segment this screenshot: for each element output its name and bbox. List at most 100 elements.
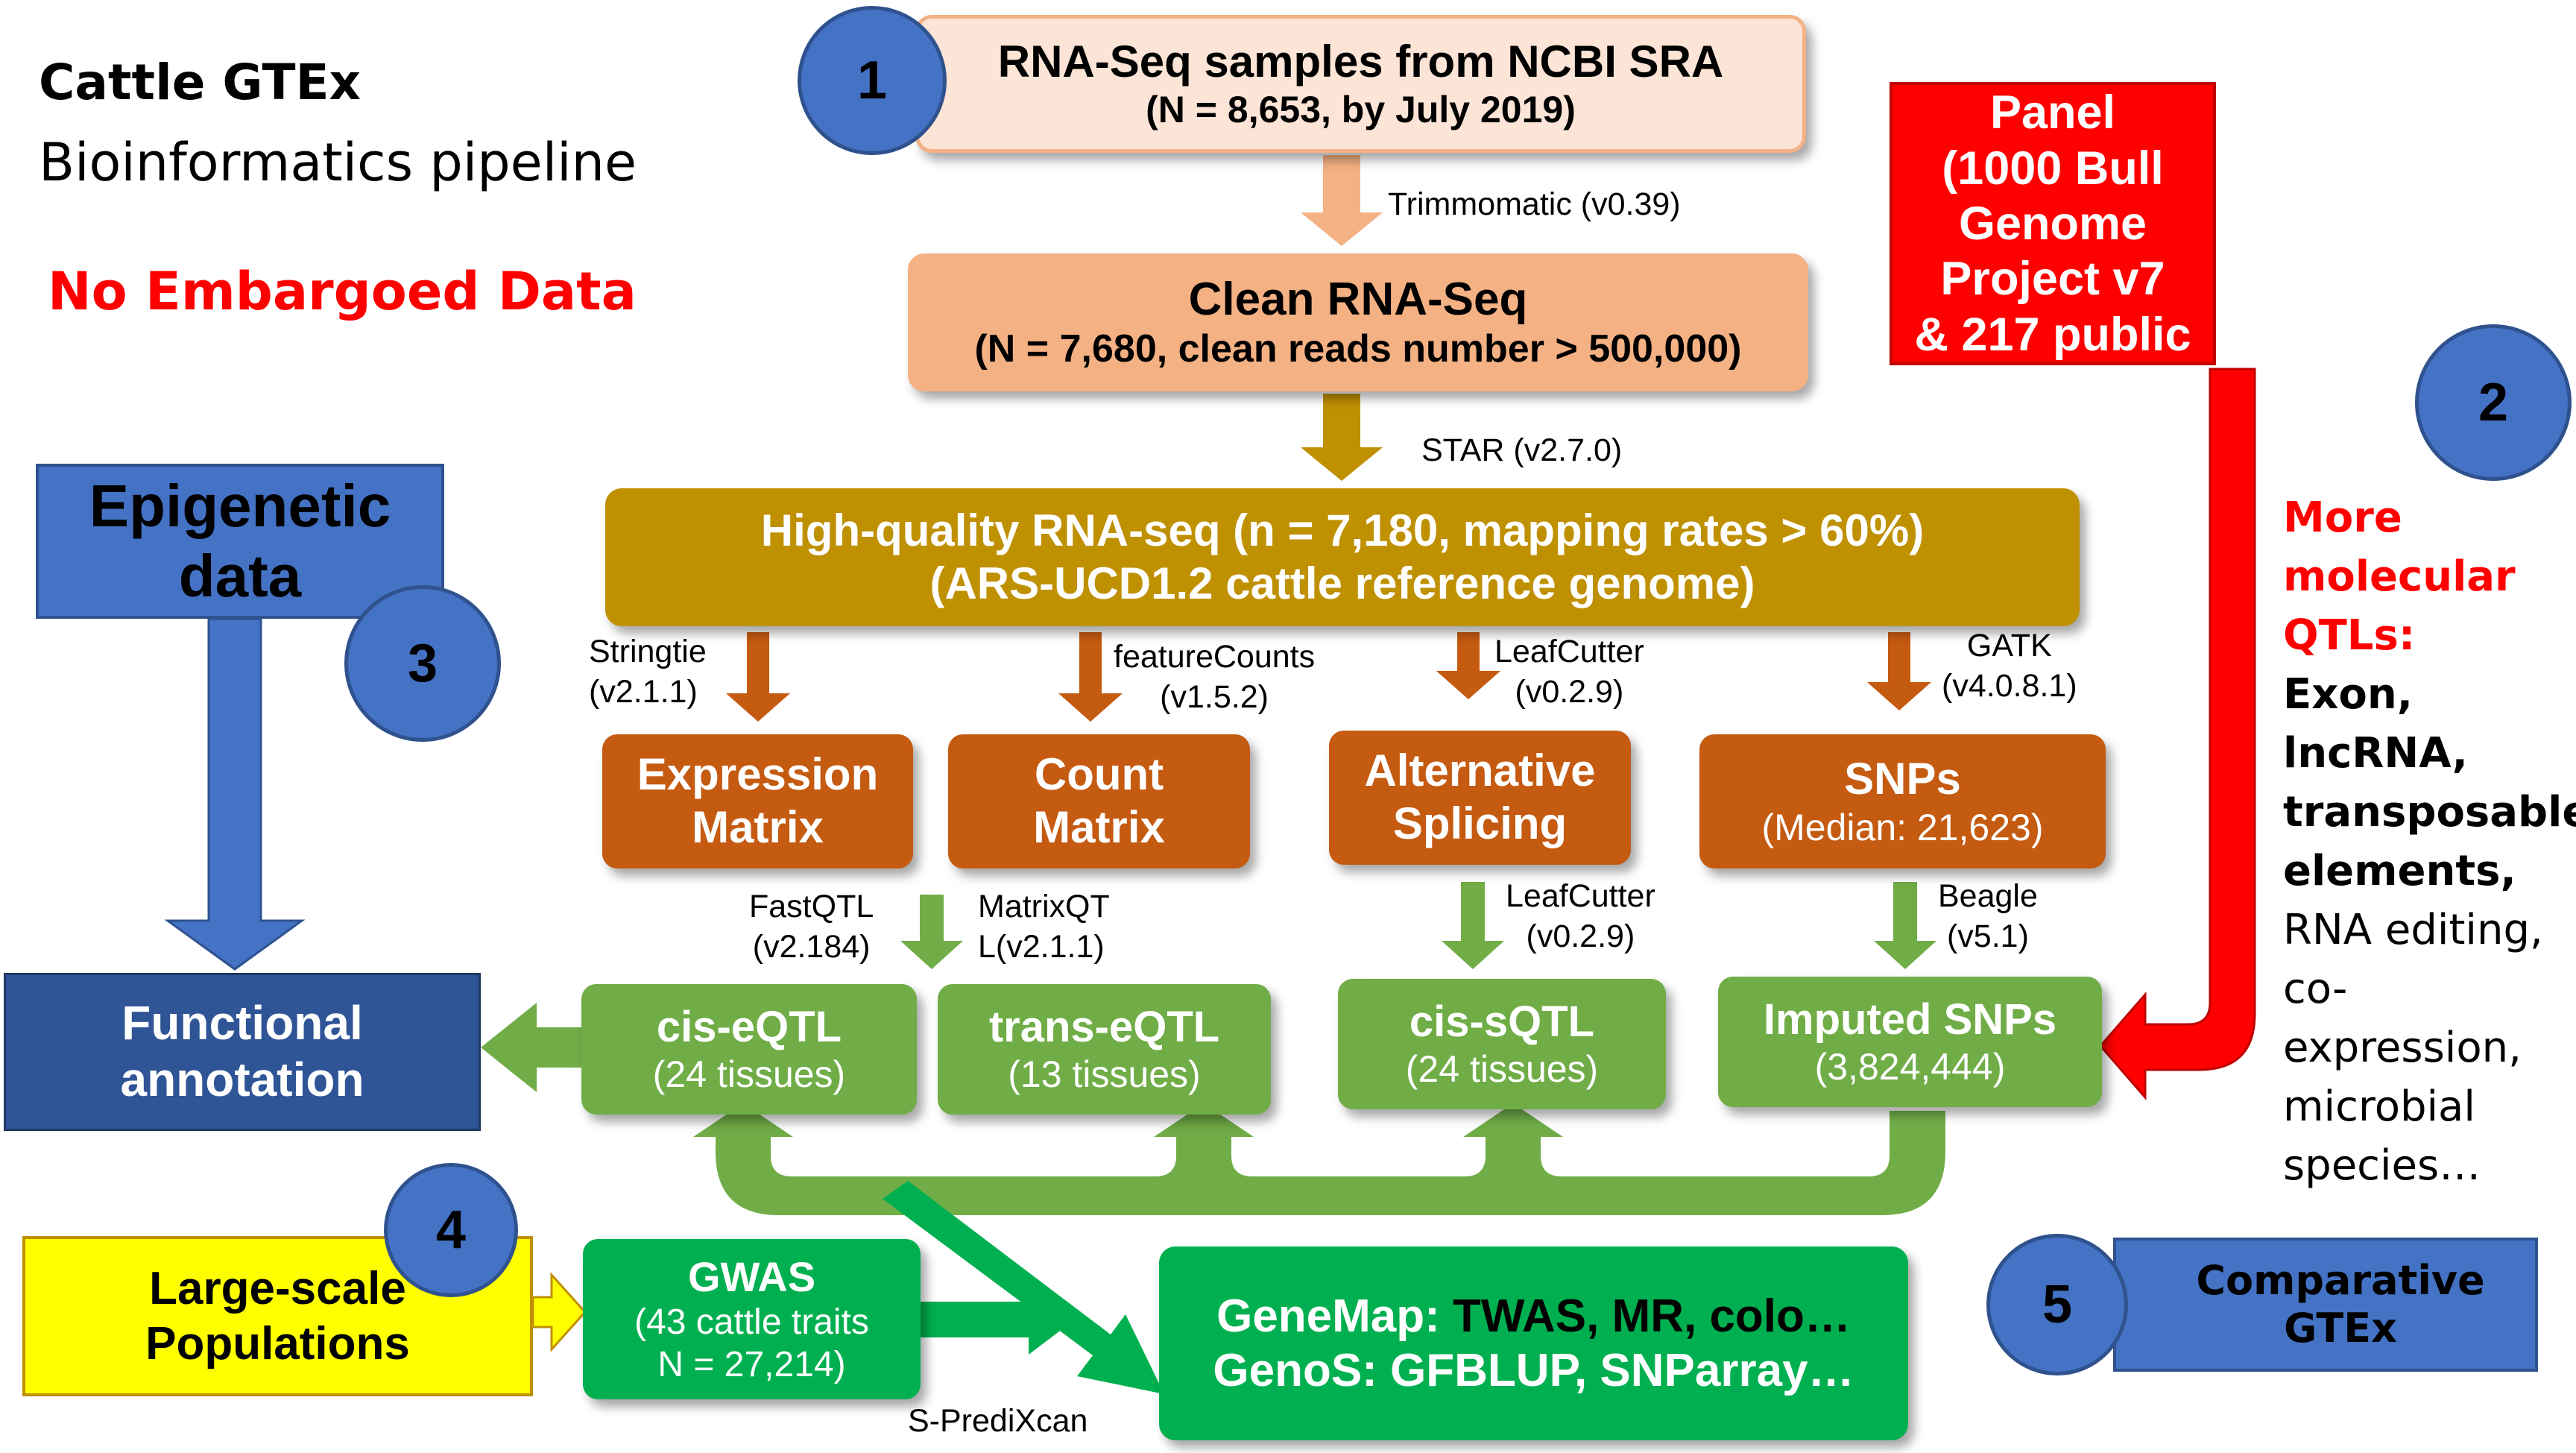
gwas-n: N = 27,214) [657, 1344, 846, 1384]
arrow-reference-panel [2099, 368, 2256, 1101]
rnaseq-samples-count: (N = 8,653, by July 2019) [1146, 89, 1576, 131]
arrow-beagle [1874, 882, 1936, 969]
functional-annotation-box: Functional annotation [4, 973, 481, 1131]
arrow-gatk [1867, 632, 1931, 710]
genemap-prefix: GeneMap: [1216, 1290, 1453, 1342]
cis-sqtl-box: cis-sQTL (24 tissues) [1338, 979, 1666, 1109]
leafcutter2-name: LeafCutter [1506, 878, 1655, 914]
fastqtl-label: FastQTL (v2.184) [749, 887, 874, 968]
splicing-line2: Splicing [1392, 798, 1568, 848]
trans-eqtl-tissues: (13 tissues) [1008, 1053, 1201, 1096]
more-qtls-line1: RNA editing, [2283, 906, 2543, 954]
epigenetic-line2: data [178, 543, 302, 609]
matrixqtl-name: MatrixQT [978, 889, 1110, 924]
arrow-leafcutter2 [1442, 882, 1504, 969]
cis-sqtl-title: cis-sQTL [1409, 997, 1595, 1046]
leafcutter2-version: (v0.2.9) [1526, 918, 1635, 954]
more-qtls-bold3: elements, [2283, 847, 2516, 895]
more-qtls-bold1: Exon, lncRNA, [2283, 670, 2468, 778]
stringtie-label: Stringtie (v2.1.1) [589, 632, 707, 713]
leafcutter1-version: (v0.2.9) [1515, 673, 1624, 710]
large-scale-line2: Populations [145, 1317, 410, 1370]
step-3-badge: 3 [344, 585, 501, 742]
gwas-title: GWAS [687, 1252, 816, 1300]
more-qtls-heading2: molecular [2283, 552, 2516, 601]
featurecounts-version: (v1.5.2) [1160, 678, 1269, 715]
comparative-gtex-box: Comparative GTEx [2113, 1238, 2538, 1372]
more-qtls-line3: expression, [2283, 1024, 2522, 1072]
reference-panel-line1: Reference Panel [1939, 31, 2167, 139]
arrow-gwas-genemap [921, 1285, 1075, 1355]
arrow-largescale [531, 1272, 587, 1352]
reference-panel-line4: & 217 public WGS) [1914, 308, 2191, 416]
star-label: STAR (v2.7.0) [1421, 432, 1623, 468]
imputed-snps-box: Imputed SNPs (3,824,444) [1718, 977, 2102, 1107]
matrixqtl-label: MatrixQT L(v2.1.1) [978, 887, 1110, 968]
fastqtl-name: FastQTL [749, 889, 874, 924]
cis-eqtl-title: cis-eQTL [656, 1002, 842, 1051]
more-qtls-line4: microbial [2283, 1082, 2475, 1131]
more-qtls-bold2: transposable [2283, 788, 2576, 836]
clean-rnaseq-box: Clean RNA-Seq (N = 7,680, clean reads nu… [908, 253, 1808, 391]
matrixqtl-version: L(v2.1.1) [978, 928, 1105, 965]
rnaseq-samples-box: RNA-Seq samples from NCBI SRA (N = 8,653… [915, 15, 1806, 153]
high-quality-reference: (ARS-UCD1.2 cattle reference genome) [929, 558, 1755, 608]
high-quality-rnaseq-box: High-quality RNA-seq (n = 7,180, mapping… [605, 488, 2080, 626]
more-qtls-line5: species… [2283, 1141, 2481, 1190]
imputed-snps-title: Imputed SNPs [1763, 995, 2057, 1044]
snps-line2: (Median: 21,623) [1761, 806, 2044, 848]
comparative-gtex-label: Comparative GTEx [2196, 1257, 2485, 1352]
more-qtls-heading3: QTLs: [2283, 611, 2416, 660]
arrow-epigenetic [164, 617, 306, 971]
beagle-label: Beagle (v5.1) [1938, 877, 2038, 957]
step-5-badge: 5 [1986, 1234, 2128, 1375]
alternative-splicing-box: Alternative Splicing [1329, 731, 1631, 865]
trans-eqtl-title: trans-eQTL [988, 1002, 1220, 1051]
featurecounts-label: featureCounts (v1.5.2) [1114, 637, 1315, 718]
gwas-box: GWAS (43 cattle traits N = 27,214) [583, 1239, 921, 1399]
embargo-note: No Embargoed Data [48, 261, 637, 322]
trimmomatic-label: Trimmomatic (v0.39) [1388, 186, 1681, 222]
leafcutter1-label: LeafCutter (v0.2.9) [1494, 632, 1644, 713]
clean-rnaseq-count: (N = 7,680, clean reads number > 500,000… [974, 327, 1742, 371]
large-scale-line1: Large-scale [149, 1263, 406, 1315]
cis-sqtl-tissues: (24 tissues) [1405, 1048, 1599, 1091]
reference-panel-box: Reference Panel (1000 Bull Genome Projec… [1890, 31, 2216, 416]
arrow-trimmomatic [1301, 155, 1383, 246]
leafcutter1-name: LeafCutter [1494, 634, 1644, 669]
arrow-fastqtl [900, 895, 963, 969]
beagle-version: (v5.1) [1946, 918, 2029, 954]
step-4-badge: 4 [384, 1163, 518, 1297]
title-line1: Cattle GTEx [39, 54, 362, 111]
more-qtls-line2: co- [2283, 965, 2348, 1013]
arrow-diagonal-genemap [883, 1181, 1164, 1394]
imputed-snps-count: (3,824,444) [1814, 1046, 2006, 1088]
leafcutter2-label: LeafCutter (v0.2.9) [1506, 877, 1655, 957]
beagle-name: Beagle [1938, 878, 2038, 914]
expression-line2: Matrix [692, 802, 824, 852]
gwas-traits: (43 cattle traits [634, 1302, 869, 1342]
genemap-line2: GenoS: GFBLUP, SNParray… [1213, 1345, 1854, 1396]
rnaseq-samples-title: RNA-Seq samples from NCBI SRA [997, 36, 1724, 86]
expression-line1: Expression [637, 749, 879, 800]
arrow-star [1301, 394, 1383, 481]
genemap-box: GeneMap: TWAS, MR, colo… GenoS: GFBLUP, … [1159, 1246, 1908, 1440]
count-line2: Matrix [1033, 802, 1165, 852]
count-matrix-box: Count Matrix [948, 734, 1250, 869]
gatk-label: GATK (v4.0.8.1) [1942, 626, 2077, 707]
arrow-feedback-loop [693, 1103, 1945, 1215]
stringtie-name: Stringtie [589, 634, 707, 669]
fastqtl-version: (v2.184) [752, 928, 871, 965]
high-quality-title: High-quality RNA-seq (n = 7,180, mapping… [760, 505, 1925, 555]
functional-line1: Functional [121, 996, 363, 1050]
cis-eqtl-tissues: (24 tissues) [652, 1053, 846, 1096]
genemap-line1: GeneMap: TWAS, MR, colo… [1216, 1289, 1851, 1343]
reference-panel-line2: (1000 Bull Genome [1942, 142, 2164, 250]
count-line1: Count [1034, 749, 1164, 800]
cis-eqtl-box: cis-eQTL (24 tissues) [581, 984, 917, 1115]
expression-matrix-box: Expression Matrix [602, 734, 913, 869]
genemap-methods: TWAS, MR, colo… [1453, 1290, 1851, 1342]
step-2-badge: 2 [2415, 324, 2572, 481]
